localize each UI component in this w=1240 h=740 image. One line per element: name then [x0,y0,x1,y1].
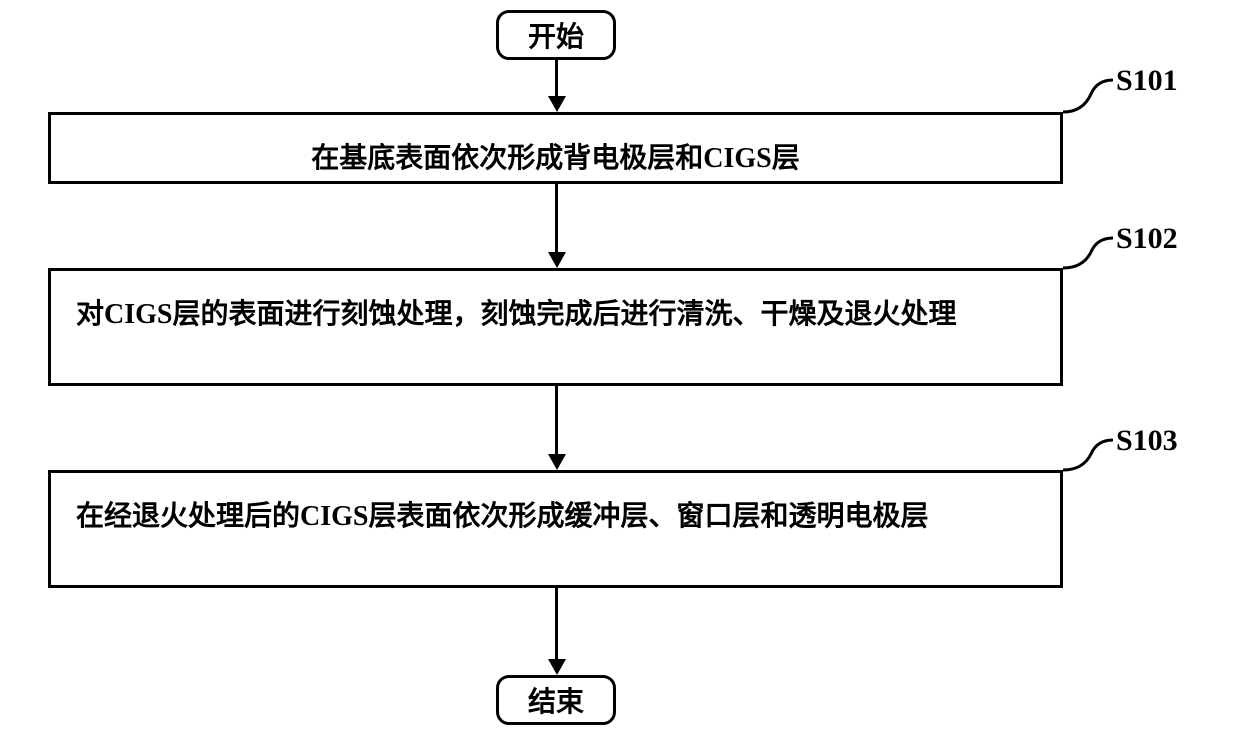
arrow-4-head [548,659,566,675]
arrow-3-head [548,454,566,470]
end-label: 结束 [528,680,584,720]
step-s101-label: S101 [1116,64,1178,98]
step-s101-text: 在基底表面依次形成背电极层和CIGS层 [311,143,799,174]
end-terminal: 结束 [496,675,616,725]
arrow-4-line [555,588,558,660]
step-s101-box: 在基底表面依次形成背电极层和CIGS层 [48,112,1063,184]
arrow-2-head [548,252,566,268]
flowchart-container: 开始 在基底表面依次形成背电极层和CIGS层 S101 对CIGS层的表面进行刻… [48,10,1193,730]
step-s103-box: 在经退火处理后的CIGS层表面依次形成缓冲层、窗口层和透明电极层 [48,470,1063,588]
arrow-2-line [555,184,558,253]
arrow-1-head [548,96,566,112]
step-s103-label: S103 [1116,424,1178,458]
step-s102-text: 对CIGS层的表面进行刻蚀处理，刻蚀完成后进行清洗、干燥及退火处理 [76,299,956,330]
step-s102-box: 对CIGS层的表面进行刻蚀处理，刻蚀完成后进行清洗、干燥及退火处理 [48,268,1063,386]
step-s102-label: S102 [1116,222,1178,256]
arrow-3-line [555,386,558,455]
arrow-1-line [555,60,558,97]
start-label: 开始 [528,15,584,55]
step-s103-text: 在经退火处理后的CIGS层表面依次形成缓冲层、窗口层和透明电极层 [76,501,928,532]
start-terminal: 开始 [496,10,616,60]
